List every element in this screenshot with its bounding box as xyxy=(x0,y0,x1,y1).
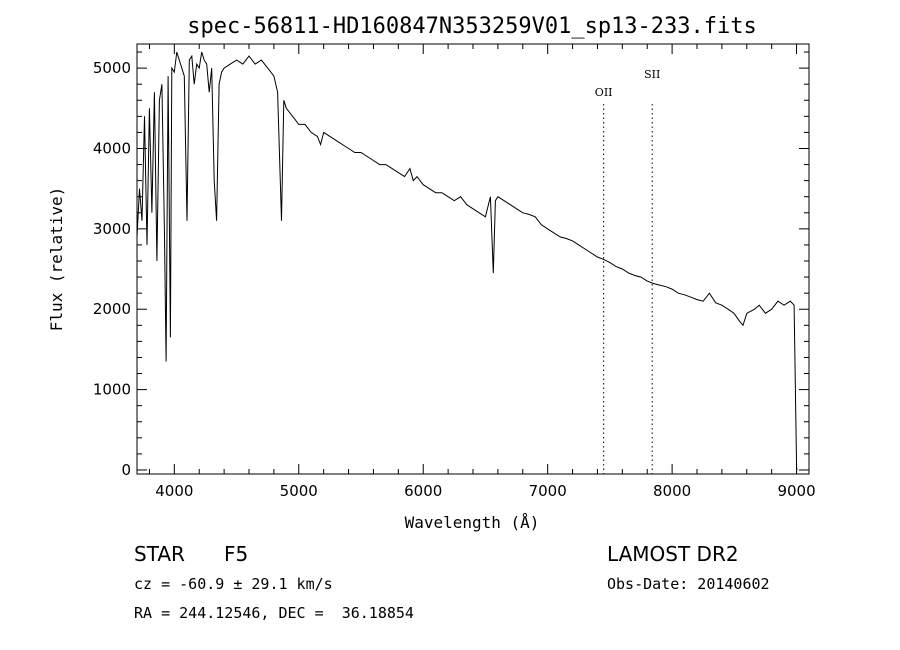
plot-frame xyxy=(136,43,810,475)
survey-name: LAMOST DR2 xyxy=(607,542,739,566)
x-tick-label: 8000 xyxy=(653,482,691,500)
y-tick-label: 1000 xyxy=(93,381,131,399)
x-tick-label: 9000 xyxy=(777,482,815,500)
chart-title: spec-56811-HD160847N353259V01_sp13-233.f… xyxy=(187,14,757,39)
spectral-subclass: F5 xyxy=(224,542,249,566)
redshift-cz: cz = -60.9 ± 29.1 km/s xyxy=(134,575,333,593)
x-tick-label: 4000 xyxy=(155,482,193,500)
x-tick-label: 5000 xyxy=(280,482,318,500)
y-tick-label: 0 xyxy=(121,461,131,479)
observation-date: Obs-Date: 20140602 xyxy=(607,575,770,593)
y-tick-label: 5000 xyxy=(93,59,131,77)
x-axis-label: Wavelength (Å) xyxy=(405,513,540,532)
y-axis-label: Flux (relative) xyxy=(47,187,66,332)
y-tick-label: 4000 xyxy=(93,139,131,157)
spectrum-line xyxy=(136,51,798,471)
axis-ticks: 4000 5000 6000 7000 8000 9000 0 1000 2000 3000 400… xyxy=(93,44,816,500)
y-tick-label: 2000 xyxy=(93,300,131,318)
annotation-label: SII xyxy=(644,68,660,81)
line-annotations: OII SII xyxy=(595,68,660,474)
y-tick-label: 3000 xyxy=(93,220,131,238)
coordinates: RA = 244.12546, DEC = 36.18854 xyxy=(134,604,414,622)
x-tick-label: 6000 xyxy=(404,482,442,500)
x-tick-label: 7000 xyxy=(529,482,567,500)
object-type: STAR xyxy=(134,542,185,566)
annotation-label: OII xyxy=(595,86,613,99)
